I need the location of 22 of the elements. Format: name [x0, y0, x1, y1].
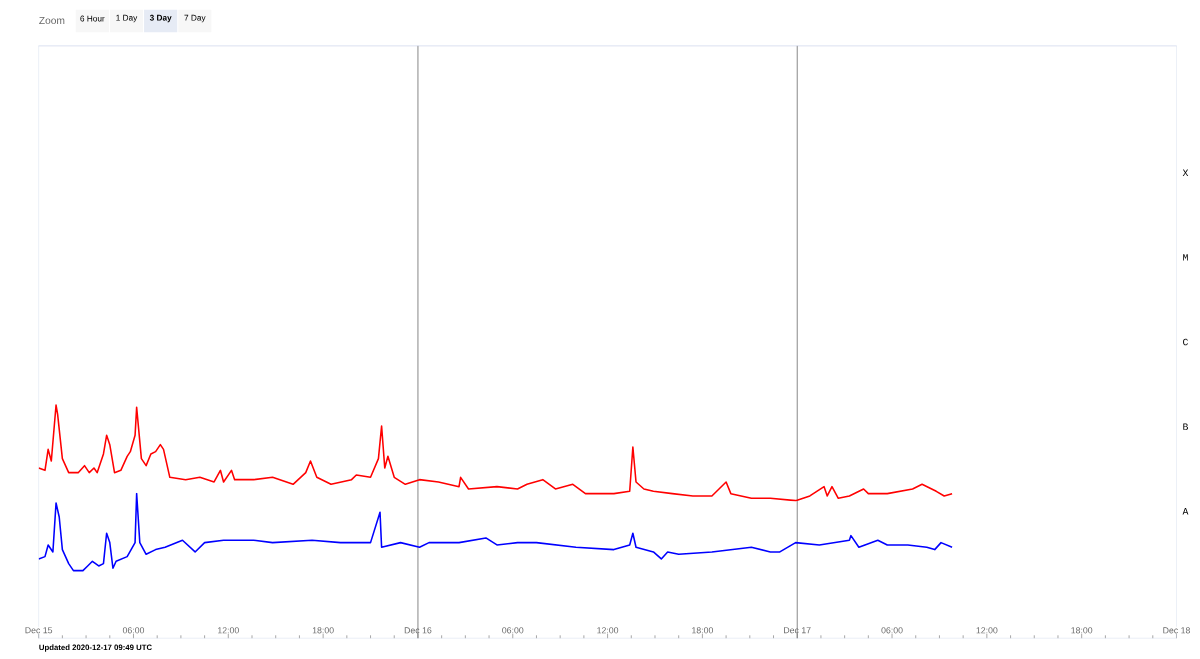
text: 1 Day [116, 14, 138, 23]
x-tick-label: 18:00 [312, 627, 334, 634]
text: 3 Day [149, 14, 172, 23]
x-tick-label: 06:00 [502, 627, 524, 634]
x-tick-label: 12:00 [597, 627, 619, 634]
x-tick-label: 18:00 [1071, 627, 1093, 634]
text: M [1183, 254, 1188, 261]
x-tick-label: Dec 18 [1163, 627, 1190, 634]
text: 7 Day [184, 14, 206, 23]
x-tick-label: 06:00 [122, 627, 145, 634]
x-tick-label: 06:00 [881, 627, 903, 634]
text: 6 Hour [80, 15, 105, 22]
text: C [1183, 338, 1188, 346]
text: A [1182, 508, 1189, 515]
x-tick-label: 18:00 [692, 627, 714, 634]
text: Zoom [39, 17, 65, 25]
text: B [1183, 423, 1189, 430]
text: X [1182, 169, 1189, 177]
x-tick-label: Dec 15 [25, 627, 53, 634]
x-tick-label: 12:00 [976, 627, 998, 634]
x-tick-label: Dec 16 [404, 627, 432, 634]
x-tick-label: 12:00 [218, 627, 239, 634]
